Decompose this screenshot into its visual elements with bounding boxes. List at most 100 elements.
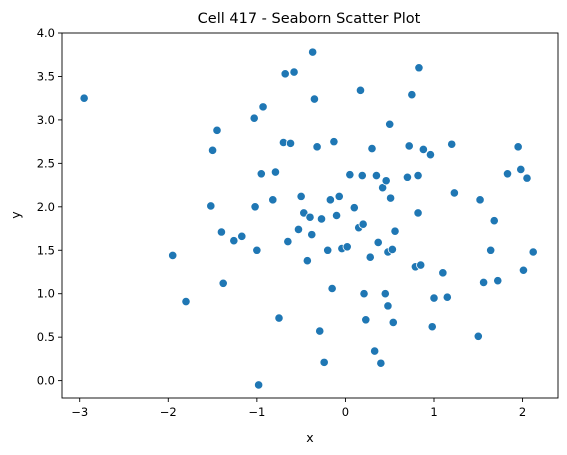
y-tick-label: 1.5 xyxy=(37,243,55,257)
scatter-point xyxy=(447,139,457,149)
plot-frame xyxy=(61,32,559,399)
scatter-point xyxy=(493,276,503,286)
scatter-point xyxy=(327,283,337,294)
scatter-point xyxy=(250,202,260,212)
scatter-point xyxy=(252,245,262,255)
scatter-point xyxy=(478,277,489,288)
scatter-point xyxy=(329,137,339,147)
scatter-point xyxy=(427,322,437,332)
y-tick-label: 4.0 xyxy=(37,26,55,40)
scatter-point xyxy=(371,170,382,181)
scatter-point xyxy=(414,63,424,73)
scatter-point xyxy=(249,113,259,123)
scatter-point xyxy=(475,195,485,205)
scatter-point xyxy=(323,245,333,255)
scatter-point xyxy=(289,67,299,77)
scatter-point xyxy=(331,210,342,221)
scatter-point xyxy=(385,193,396,203)
scatter-point xyxy=(218,278,228,288)
scatter-point xyxy=(274,313,284,323)
chart-title: Cell 417 - Seaborn Scatter Plot xyxy=(198,11,421,27)
scatter-point xyxy=(254,380,264,390)
scatter-point xyxy=(308,47,318,57)
scatter-point xyxy=(358,219,368,229)
scatter-point xyxy=(207,145,218,155)
scatter-point xyxy=(413,208,423,218)
scatter-point xyxy=(79,93,89,103)
scatter-point xyxy=(376,358,386,368)
scatter-point xyxy=(256,169,266,179)
scatter-point xyxy=(296,191,306,201)
scatter-point xyxy=(181,296,191,307)
scatter-point xyxy=(309,94,320,104)
x-axis-ticks: −3 −2 −1 0 1 2 xyxy=(71,398,526,419)
scatter-point xyxy=(312,142,322,152)
x-tick-label: −2 xyxy=(160,405,177,419)
scatter-point xyxy=(486,245,496,255)
scatter-point xyxy=(473,331,483,341)
scatter-point xyxy=(442,292,452,302)
x-tick-label: 0 xyxy=(342,405,349,419)
scatter-point xyxy=(359,289,369,299)
scatter-point xyxy=(383,301,393,311)
scatter-point xyxy=(168,250,178,261)
scatter-point xyxy=(402,172,413,182)
scatter-point xyxy=(390,226,400,236)
scatter-point xyxy=(516,164,526,175)
scatter-point xyxy=(361,315,371,325)
scatter-point xyxy=(319,357,329,367)
y-axis-label: y xyxy=(8,211,23,219)
scatter-point xyxy=(325,195,335,205)
scatter-point xyxy=(518,265,529,275)
scatter-point xyxy=(418,144,428,155)
scatter-point xyxy=(206,201,216,211)
scatter-point xyxy=(212,125,222,135)
x-axis-label: x xyxy=(306,430,313,445)
scatter-point xyxy=(342,242,352,252)
x-tick-label: 1 xyxy=(430,405,437,419)
scatter-point xyxy=(425,150,436,160)
scatter-point xyxy=(283,236,293,247)
scatter-point xyxy=(357,170,367,181)
scatter-point xyxy=(293,224,304,235)
scatter-point xyxy=(307,230,317,240)
scatter-point xyxy=(229,236,239,246)
scatter-point xyxy=(334,191,344,201)
y-tick-label: 0.0 xyxy=(37,374,55,388)
y-tick-label: 3.5 xyxy=(37,69,55,83)
scatter-point xyxy=(216,227,227,237)
scatter-point xyxy=(373,237,383,248)
scatter-point xyxy=(502,169,513,179)
scatter-point xyxy=(438,268,448,278)
scatter-point xyxy=(349,203,359,213)
scatter-point xyxy=(385,119,395,129)
scatter-point xyxy=(387,244,397,254)
scatter-point xyxy=(388,317,398,327)
data-points xyxy=(79,47,538,390)
scatter-point xyxy=(299,208,309,218)
scatter-point xyxy=(522,173,532,183)
scatter-point xyxy=(237,231,247,241)
scatter-point xyxy=(380,289,390,299)
scatter-point xyxy=(429,293,439,303)
scatter-point xyxy=(285,138,296,148)
scatter-point xyxy=(305,212,315,222)
scatter-point xyxy=(365,252,375,262)
x-tick-label: −3 xyxy=(71,405,88,419)
scatter-point xyxy=(302,256,312,266)
x-tick-label: −1 xyxy=(248,405,265,419)
scatter-point xyxy=(407,90,417,100)
scatter-point xyxy=(316,214,327,224)
scatter-point xyxy=(367,143,377,154)
scatter-point xyxy=(258,102,268,112)
y-tick-label: 1.0 xyxy=(37,287,55,301)
y-tick-label: 2.5 xyxy=(37,156,55,170)
scatter-point xyxy=(345,170,355,180)
scatter-point xyxy=(404,141,414,151)
x-tick-label: 2 xyxy=(519,405,526,419)
y-axis-ticks: 0.0 0.5 1.0 1.5 2.0 2.5 3.0 3.5 4.0 xyxy=(37,26,62,388)
scatter-point xyxy=(315,326,325,336)
scatter-point xyxy=(528,247,538,257)
scatter-point xyxy=(370,346,380,356)
scatter-point xyxy=(355,85,366,95)
